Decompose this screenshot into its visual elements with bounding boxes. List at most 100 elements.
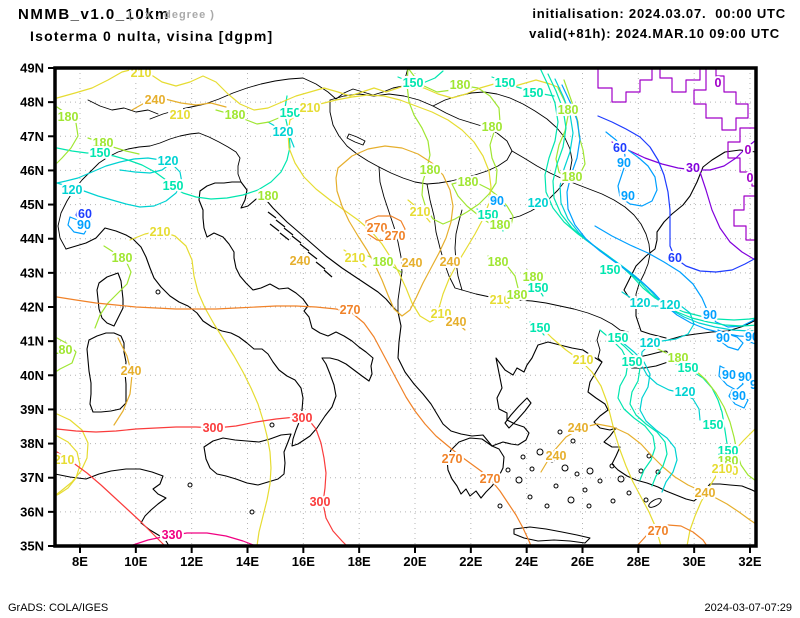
lat-tick-label: 49N xyxy=(20,61,44,76)
field-title: Isoterma 0 nulta, visina [dgpm] xyxy=(30,28,274,44)
contour-label: 180 xyxy=(488,255,509,269)
contour-label: 60 xyxy=(668,251,682,265)
contour-label: 210 xyxy=(573,353,594,367)
lon-tick-label: 16E xyxy=(292,554,315,569)
lat-tick-label: 36N xyxy=(20,504,44,519)
contour-label: 240 xyxy=(568,421,589,435)
contour-label: 150 xyxy=(280,106,301,120)
contour-label: 210 xyxy=(712,462,733,476)
contour-label: 30 xyxy=(686,161,700,175)
lon-tick-label: 8E xyxy=(72,554,88,569)
contour-label: 240 xyxy=(290,254,311,268)
contour-label: 90 xyxy=(617,156,631,170)
contour-label: 240 xyxy=(446,315,467,329)
lat-tick-label: 46N xyxy=(20,163,44,178)
contour-label: 180 xyxy=(420,163,441,177)
lat-tick-label: 43N xyxy=(20,265,44,280)
lon-tick-label: 12E xyxy=(180,554,203,569)
lat-tick-label: 40N xyxy=(20,368,44,383)
contour-label: 60 xyxy=(613,141,627,155)
lat-tick-label: 39N xyxy=(20,402,44,417)
contour-label: 0 xyxy=(747,171,754,185)
contour-label: 180 xyxy=(225,108,246,122)
contour-label: 270 xyxy=(442,452,463,466)
contour-label: 90 xyxy=(77,218,91,232)
contour-label: 180 xyxy=(258,189,279,203)
contour-label: 180 xyxy=(668,351,689,365)
contour-label: 90 xyxy=(732,389,746,403)
contour-label: 180 xyxy=(458,175,479,189)
lon-tick-label: 10E xyxy=(124,554,147,569)
contour-label: 90 xyxy=(703,308,717,322)
contour-label: 150 xyxy=(523,86,544,100)
lon-tick-label: 20E xyxy=(403,554,426,569)
lat-tick-label: 41N xyxy=(20,334,44,349)
contour-label: 210 xyxy=(345,251,366,265)
contour-label: 240 xyxy=(121,364,142,378)
contour-label: 210 xyxy=(54,453,75,467)
contour-label: 210 xyxy=(410,205,431,219)
contour-label: 180 xyxy=(373,255,394,269)
lon-tick-label: 30E xyxy=(683,554,706,569)
contour-label: 300 xyxy=(292,411,313,425)
contour-label: 330 xyxy=(162,528,183,542)
contour-label: 270 xyxy=(367,221,388,235)
contour-label: 120 xyxy=(640,336,661,350)
contour-label: 150 xyxy=(678,361,699,375)
contour-label: 150 xyxy=(530,321,551,335)
contour-label: 120 xyxy=(675,385,696,399)
contour-label: 90 xyxy=(750,378,764,392)
contour-label: 180 xyxy=(52,343,73,357)
contour-label: 90 xyxy=(716,331,730,345)
contour-label: 90 xyxy=(621,189,635,203)
contour-label: 0 xyxy=(745,143,752,157)
contour-lines xyxy=(56,68,756,546)
contour-label: 60 xyxy=(78,207,92,221)
contour-label: 150 xyxy=(718,444,739,458)
lat-tick-label: 45N xyxy=(20,197,44,212)
lon-tick-label: 24E xyxy=(515,554,538,569)
contour-label: 150 xyxy=(528,281,549,295)
lat-tick-label: 44N xyxy=(20,231,44,246)
contour-label: 90 xyxy=(490,194,504,208)
grads-credit: GrADS: COLA/IGES xyxy=(8,602,109,614)
contour-label: 240 xyxy=(546,449,567,463)
contour-label: 120 xyxy=(630,296,651,310)
valid-time: valid(+81h): 2024.MAR.10 09:00 UTC xyxy=(529,26,780,41)
contour-label: 180 xyxy=(58,110,79,124)
lon-tick-label: 18E xyxy=(348,554,371,569)
contour-label: 150 xyxy=(90,146,111,160)
lat-tick-label: 35N xyxy=(20,539,44,554)
resolution-note: ( . x . degree ) xyxy=(128,9,215,21)
contour-label: 120 xyxy=(158,154,179,168)
contour-label: 270 xyxy=(480,472,501,486)
lon-tick-label: 22E xyxy=(459,554,482,569)
contour-label: 150 xyxy=(163,179,184,193)
contour-label: 180 xyxy=(507,288,528,302)
contour-label: 150 xyxy=(703,418,724,432)
lon-tick-label: 26E xyxy=(571,554,594,569)
contour-label: 270 xyxy=(340,303,361,317)
contour-label: 210 xyxy=(431,307,452,321)
contour-label: 180 xyxy=(558,103,579,117)
contour-label: 150 xyxy=(608,331,629,345)
contour-label: 150 xyxy=(495,76,516,90)
graticule xyxy=(55,68,756,546)
lon-tick-label: 14E xyxy=(236,554,259,569)
lat-tick-label: 42N xyxy=(20,300,44,315)
contour-label: 90 xyxy=(745,330,759,344)
contour-label: 120 xyxy=(62,183,83,197)
lon-tick-label: 32E xyxy=(738,554,761,569)
contour-label: 180 xyxy=(718,454,739,468)
lon-tick-label: 28E xyxy=(627,554,650,569)
contour-label: 180 xyxy=(490,218,511,232)
contour-label: 180 xyxy=(450,78,471,92)
render-timestamp: 2024-03-07-07:29 xyxy=(704,602,792,614)
lat-tick-label: 37N xyxy=(20,470,44,485)
contour-label: 240 xyxy=(402,256,423,270)
contour-label: 150 xyxy=(403,76,424,90)
contour-label: 210 xyxy=(170,108,191,122)
